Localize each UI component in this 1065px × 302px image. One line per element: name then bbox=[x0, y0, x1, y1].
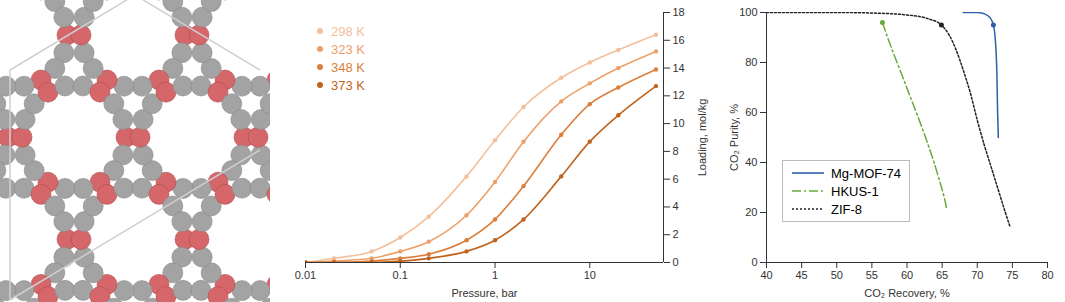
svg-text:2: 2 bbox=[673, 228, 679, 240]
html-text:ZIF-8: ZIF-8 bbox=[831, 201, 863, 217]
html-text:323 K: 323 K bbox=[331, 41, 365, 57]
svg-text:80: 80 bbox=[1041, 269, 1053, 281]
svg-text:65: 65 bbox=[936, 269, 948, 281]
svg-text:4: 4 bbox=[673, 200, 679, 212]
html-text:298 K: 298 K bbox=[331, 23, 365, 39]
svg-text:10: 10 bbox=[584, 269, 596, 281]
svg-text:18: 18 bbox=[673, 6, 685, 18]
svg-text:8: 8 bbox=[673, 145, 679, 157]
svg-text:Pressure, bar: Pressure, bar bbox=[451, 287, 517, 299]
html-text:HKUS-1: HKUS-1 bbox=[831, 183, 879, 199]
svg-text:55: 55 bbox=[866, 269, 878, 281]
svg-text:20: 20 bbox=[745, 206, 757, 218]
svg-text:CO₂ Purity, %: CO₂ Purity, % bbox=[728, 104, 740, 171]
svg-text:45: 45 bbox=[796, 269, 808, 281]
svg-text:16: 16 bbox=[673, 34, 685, 46]
svg-text:100: 100 bbox=[739, 6, 757, 18]
svg-text:70: 70 bbox=[971, 269, 983, 281]
svg-text:40: 40 bbox=[745, 156, 757, 168]
svg-text:0.01: 0.01 bbox=[295, 269, 316, 281]
svg-text:0: 0 bbox=[751, 256, 757, 268]
svg-text:14: 14 bbox=[673, 62, 685, 74]
svg-text:CO₂ Recovery, %: CO₂ Recovery, % bbox=[864, 287, 950, 299]
svg-text:50: 50 bbox=[831, 269, 843, 281]
svg-text:12: 12 bbox=[673, 89, 685, 101]
svg-text:0: 0 bbox=[673, 256, 679, 268]
html-text:Mg-MOF-74: Mg-MOF-74 bbox=[831, 165, 902, 181]
svg-text:0.1: 0.1 bbox=[393, 269, 408, 281]
svg-text:6: 6 bbox=[673, 173, 679, 185]
svg-text:80: 80 bbox=[745, 56, 757, 68]
svg-text:10: 10 bbox=[673, 117, 685, 129]
svg-text:75: 75 bbox=[1006, 269, 1018, 281]
html-text:373 K: 373 K bbox=[331, 77, 365, 93]
svg-text:60: 60 bbox=[901, 269, 913, 281]
svg-text:60: 60 bbox=[745, 106, 757, 118]
html-text:348 K: 348 K bbox=[331, 59, 365, 75]
svg-text:Loading, mol/kg: Loading, mol/kg bbox=[696, 99, 708, 177]
svg-text:40: 40 bbox=[760, 269, 772, 281]
svg-text:1: 1 bbox=[492, 269, 498, 281]
